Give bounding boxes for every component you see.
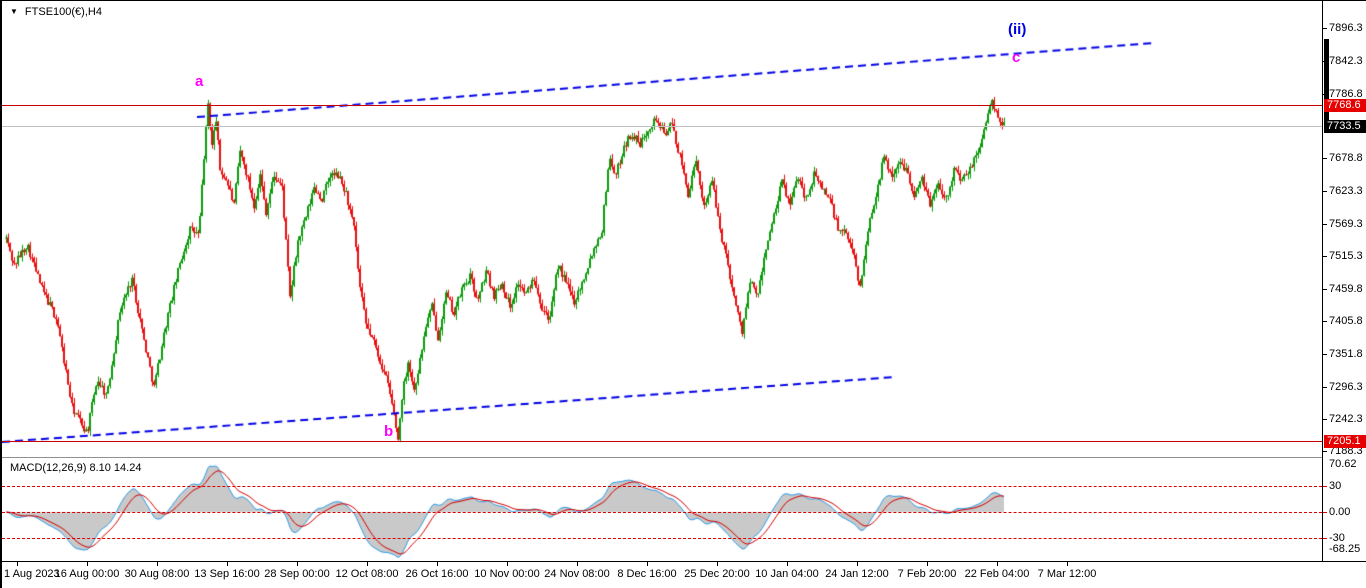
time-axis-tick [17, 562, 18, 566]
price-axis-label: 7678.8 [1329, 152, 1363, 165]
time-axis-label: 22 Feb 04:00 [964, 568, 1030, 580]
time-axis-tick [647, 562, 648, 566]
price-axis-label: 7296.3 [1329, 380, 1363, 393]
price-axis-label: 7459.8 [1329, 283, 1363, 296]
price-axis-tick [1323, 223, 1327, 225]
time-axis-tick [997, 562, 998, 566]
price-axis-label: 7569.3 [1329, 217, 1363, 230]
time-axis-label: 13 Sep 16:00 [194, 568, 260, 580]
price-badge: 7205.1 [1324, 435, 1366, 449]
price-axis-tick [1323, 191, 1327, 193]
macd-level-tick [1323, 538, 1327, 539]
time-axis-tick [927, 562, 928, 566]
price-axis-tick [1323, 28, 1327, 30]
time-axis-tick [857, 562, 858, 566]
price-axis-label: 7896.3 [1329, 22, 1363, 35]
wave-annotation-c[interactable]: c [1012, 49, 1021, 66]
horizontal-price-line[interactable] [2, 441, 1322, 442]
time-axis-tick [577, 562, 578, 566]
wave-annotation-ii[interactable]: (ii) [1008, 21, 1027, 38]
time-axis-label: 12 Oct 08:00 [335, 568, 399, 580]
time-axis-label: 24 Nov 08:00 [544, 568, 610, 580]
time-axis[interactable]: 1 Aug 2023 16 Aug 00:00 30 Aug 08:00 13 Sep… [2, 561, 1366, 588]
symbol-label: FTSE100(€),H4 [24, 6, 102, 18]
time-axis-tick [437, 562, 438, 566]
horizontal-price-line[interactable] [2, 126, 1322, 127]
price-axis[interactable]: 7896.3 7842.3 7786.8 7678.8 7623.3 7569.3 7515… [1322, 1, 1366, 561]
dropdown-icon[interactable]: ▼ [10, 7, 18, 16]
macd-axis-label: -68.25 [1329, 543, 1361, 555]
price-badge: 7768.6 [1324, 98, 1366, 112]
macd-indicator-label: MACD(12,26,9) 8.10 14.24 [10, 462, 142, 474]
price-badge: 7733.5 [1324, 119, 1366, 133]
time-axis-label: 1 Aug 2023 [4, 568, 60, 580]
time-axis-label: 8 Dec 16:00 [617, 568, 677, 580]
macd-level-line [2, 538, 1322, 539]
time-axis-label: 30 Aug 08:00 [124, 568, 190, 580]
macd-axis-label: -30 [1329, 532, 1345, 544]
price-axis-tick [1323, 386, 1327, 388]
price-axis-label: 7188.3 [1329, 445, 1363, 458]
price-axis-tick [1323, 255, 1327, 257]
wave-annotation-b[interactable]: b [384, 423, 394, 440]
symbol-dropdown[interactable]: ▼ FTSE100(€),H4 [10, 6, 102, 18]
time-axis-label: 7 Mar 12:00 [1037, 568, 1097, 580]
time-axis-tick [227, 562, 228, 566]
price-axis-tick [1323, 289, 1327, 291]
price-axis-label: 7786.8 [1329, 87, 1363, 100]
time-axis-label: 26 Oct 16:00 [405, 568, 469, 580]
time-axis-label: 16 Aug 00:00 [54, 568, 120, 580]
price-axis-label: 7515.3 [1329, 249, 1363, 262]
price-axis-tick [1323, 321, 1327, 323]
time-axis-tick [507, 562, 508, 566]
time-axis-label: 10 Jan 04:00 [755, 568, 819, 580]
price-axis-tick [1323, 353, 1327, 355]
macd-axis-label: 0.00 [1329, 506, 1351, 518]
time-axis-label: 28 Sep 00:00 [264, 568, 330, 580]
horizontal-price-line[interactable] [2, 105, 1322, 106]
price-axis-label: 7351.8 [1329, 347, 1363, 360]
time-axis-label: 10 Nov 00:00 [474, 568, 540, 580]
price-axis-label: 7405.8 [1329, 315, 1363, 328]
time-axis-tick [367, 562, 368, 566]
price-axis-label: 7242.3 [1329, 412, 1363, 425]
panel-separator [2, 457, 1322, 458]
price-axis-tick [1323, 418, 1327, 420]
time-axis-label: 24 Jan 12:00 [825, 568, 889, 580]
time-axis-label: 25 Dec 20:00 [684, 568, 750, 580]
macd-axis-label: 70.62 [1329, 458, 1357, 470]
macd-axis-label: 30 [1329, 480, 1342, 492]
wave-annotation-a[interactable]: a [195, 73, 204, 90]
time-axis-tick [717, 562, 718, 566]
macd-level-tick [1323, 512, 1327, 513]
macd-level-line [2, 486, 1322, 487]
price-axis-tick [1323, 158, 1327, 160]
macd-level-line [2, 512, 1322, 513]
time-axis-tick [787, 562, 788, 566]
time-axis-tick [87, 562, 88, 566]
time-axis-tick [1067, 562, 1068, 566]
price-scale-marker-bar [1324, 39, 1329, 121]
price-axis-tick [1323, 451, 1327, 453]
time-axis-tick [297, 562, 298, 566]
time-axis-tick [157, 562, 158, 566]
macd-level-tick [1323, 486, 1327, 487]
price-axis-label: 7842.3 [1329, 54, 1363, 67]
time-axis-label: 7 Feb 20:00 [897, 568, 957, 580]
price-axis-label: 7623.3 [1329, 185, 1363, 198]
